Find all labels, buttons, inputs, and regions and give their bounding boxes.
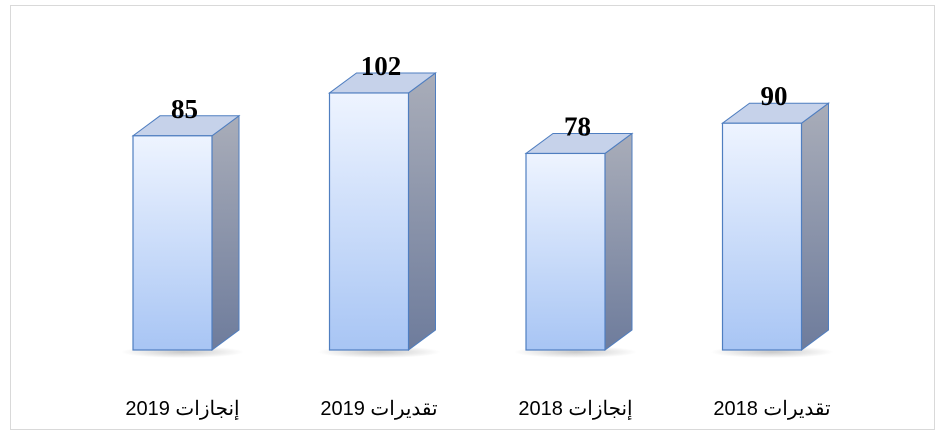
x-tick-label: تقديرات 2019 xyxy=(320,398,437,420)
x-tick-label: إنجازات 2018 xyxy=(518,398,632,421)
bar-side xyxy=(211,114,240,351)
bar-side xyxy=(604,132,633,351)
bar xyxy=(721,122,803,351)
x-tick-label: إنجازات 2019 xyxy=(125,398,239,421)
chart-frame xyxy=(10,5,935,430)
bar-side xyxy=(801,102,829,351)
data-label: 85 xyxy=(171,94,198,124)
data-label: 90 xyxy=(761,81,788,111)
data-label: 102 xyxy=(361,51,402,81)
x-tick-label: تقديرات 2018 xyxy=(713,398,830,420)
bar xyxy=(328,92,410,351)
bars: 85 إنجازات 2019 102 تقديرات 2019 78 إنجازات 2… xyxy=(121,51,834,421)
bar-side xyxy=(408,71,436,351)
data-label: 78 xyxy=(564,111,591,141)
bar xyxy=(525,152,606,351)
bar xyxy=(132,135,213,351)
